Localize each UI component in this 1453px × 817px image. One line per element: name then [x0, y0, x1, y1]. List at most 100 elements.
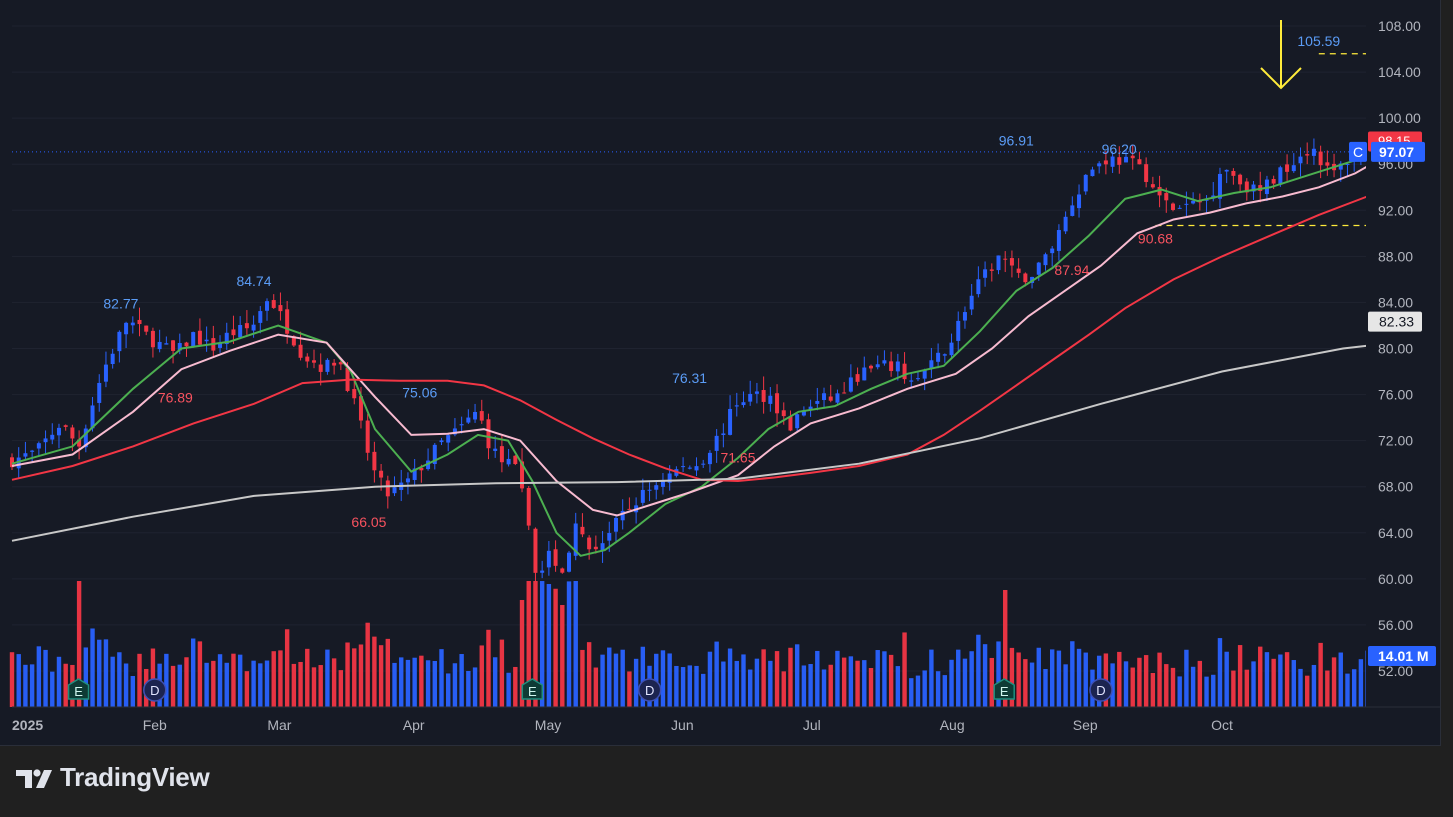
- volume-bar: [942, 675, 948, 707]
- candle-body: [298, 344, 303, 358]
- x-tick-label: Jul: [803, 717, 821, 733]
- volume-bar: [895, 666, 901, 707]
- y-tick-label: 92.00: [1378, 202, 1413, 218]
- candle-body: [761, 390, 766, 402]
- price-chart[interactable]: 82.77 84.74 76.89 66.05 75.06 76.31 71.65 96.91…: [0, 0, 1440, 745]
- volume-bar: [251, 660, 256, 707]
- candle-body: [855, 374, 860, 382]
- chart-frame: 82.77 84.74 76.89 66.05 75.06 76.31 71.65 96.91…: [0, 0, 1441, 746]
- volume-bar: [1291, 660, 1296, 707]
- candle-body: [728, 408, 733, 435]
- candle-body: [520, 461, 525, 489]
- y-axis[interactable]: 108.00104.00100.0096.0092.0088.0084.0080…: [1366, 0, 1440, 745]
- candle-body: [124, 322, 129, 335]
- volume-bar: [962, 658, 968, 707]
- volume-bar: [331, 658, 337, 707]
- candle-body: [1271, 178, 1276, 184]
- candle-body: [707, 452, 712, 465]
- volume-bar: [748, 669, 753, 707]
- candle-body: [1050, 248, 1055, 254]
- dividend-marker-icon: D: [1089, 678, 1113, 702]
- price-annotation-low: 87.94: [1054, 262, 1089, 278]
- volume-bar: [1351, 669, 1357, 707]
- brand-name: TradingView: [60, 762, 210, 792]
- candle-body: [218, 342, 223, 348]
- volume-bar: [1211, 674, 1216, 707]
- volume-bar: [452, 663, 458, 707]
- volume-bar: [902, 632, 907, 707]
- volume-bar: [1271, 658, 1276, 707]
- candle-body: [432, 444, 437, 465]
- candle-body: [493, 448, 498, 451]
- candle-body: [1117, 157, 1122, 165]
- volume-bar: [271, 651, 276, 707]
- candle-body: [815, 401, 820, 404]
- candle-body: [687, 467, 692, 469]
- volume-bar: [1063, 664, 1068, 707]
- volume-bar: [841, 657, 847, 707]
- x-axis[interactable]: 2025 Feb Mar Apr May Jun Jul Aug Sep Oct: [12, 706, 1440, 733]
- volume-bar: [801, 665, 807, 707]
- volume-bar: [1023, 659, 1028, 707]
- candle-body: [392, 487, 397, 494]
- volume-bar: [439, 649, 444, 707]
- volume-bar: [633, 658, 639, 707]
- candle-body: [1150, 184, 1155, 188]
- candle-body: [1318, 151, 1323, 166]
- volume-bar: [627, 671, 632, 707]
- series-line-sma200: [11, 336, 1440, 542]
- candle-body: [540, 570, 545, 573]
- volume-bar: [56, 656, 62, 707]
- volume-bar: [1251, 661, 1256, 707]
- candle-body: [573, 523, 578, 556]
- candle-body: [1056, 230, 1061, 251]
- volume-bar: [29, 664, 35, 707]
- volume-bar: [982, 644, 988, 707]
- volume-tag-label: 14.01 M: [1378, 648, 1429, 664]
- volume-bar: [325, 649, 330, 707]
- y-tick-label: 100.00: [1378, 110, 1421, 126]
- volume-bar: [170, 665, 176, 707]
- volume-bar: [291, 663, 297, 707]
- svg-text:E: E: [74, 684, 83, 699]
- candle-body: [795, 414, 800, 429]
- candle-body: [379, 470, 384, 478]
- candle-body: [50, 434, 55, 440]
- candle-body: [43, 438, 48, 443]
- volume-bar: [1190, 666, 1196, 707]
- y-tick-label: 104.00: [1378, 64, 1421, 80]
- volume-bar: [1298, 668, 1303, 707]
- candle-body: [1311, 148, 1316, 156]
- candle-body: [358, 396, 363, 421]
- volume-bar: [358, 644, 364, 707]
- volume-bar: [560, 605, 565, 707]
- volume-bar: [734, 660, 739, 707]
- candle-body: [1184, 203, 1189, 205]
- candle-body: [681, 466, 686, 468]
- candle-body: [1124, 156, 1129, 163]
- price-annotation-low: 90.68: [1138, 230, 1173, 246]
- candle-body: [1083, 174, 1088, 192]
- sma200-tag: [1368, 311, 1422, 332]
- candle-body: [1063, 216, 1068, 232]
- volume-bar: [1130, 667, 1135, 707]
- candle-body: [1231, 170, 1236, 176]
- volume-bar: [701, 673, 706, 707]
- volume-bar: [808, 664, 813, 707]
- volume-bar: [909, 678, 914, 707]
- volume-bar: [164, 653, 169, 707]
- volume-bar: [573, 581, 578, 707]
- candle-body: [70, 427, 75, 439]
- candle-body: [640, 489, 645, 503]
- candle-body: [499, 446, 504, 463]
- volume-bar: [1325, 670, 1330, 707]
- tradingview-brand[interactable]: TradingView: [14, 762, 210, 793]
- svg-text:E: E: [1000, 684, 1009, 699]
- candle-body: [1144, 164, 1149, 182]
- candle-body: [412, 468, 417, 480]
- volume-bar: [318, 665, 323, 707]
- volume-bar: [90, 628, 95, 707]
- volume-bar: [1036, 647, 1041, 707]
- volume-bar: [237, 654, 243, 707]
- candle-body: [459, 424, 464, 426]
